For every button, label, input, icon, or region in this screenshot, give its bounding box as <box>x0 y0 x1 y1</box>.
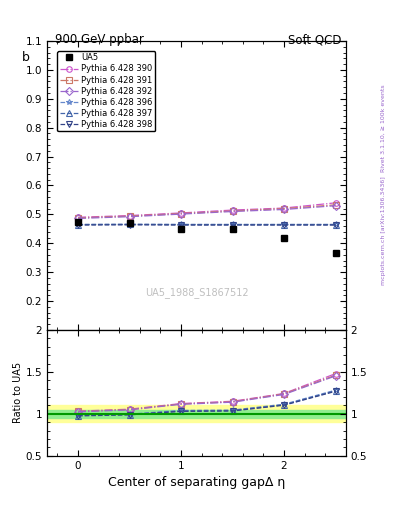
Legend: UA5, Pythia 6.428 390, Pythia 6.428 391, Pythia 6.428 392, Pythia 6.428 396, Pyt: UA5, Pythia 6.428 390, Pythia 6.428 391,… <box>57 51 155 132</box>
Line: Pythia 6.428 392: Pythia 6.428 392 <box>75 203 338 221</box>
Pythia 6.428 397 <box>76 221 81 227</box>
Pythia 6.428 396 <box>179 221 184 227</box>
Pythia 6.428 391 <box>127 213 132 219</box>
Pythia 6.428 391 <box>179 210 184 217</box>
Text: mcplots.cern.ch [arXiv:1306.3436]: mcplots.cern.ch [arXiv:1306.3436] <box>381 176 386 285</box>
Pythia 6.428 390 <box>333 200 338 206</box>
Pythia 6.428 396 <box>282 221 286 227</box>
Y-axis label: Ratio to UA5: Ratio to UA5 <box>13 362 23 423</box>
UA5 <box>333 250 338 257</box>
UA5 <box>282 234 286 241</box>
Text: Rivet 3.1.10, ≥ 100k events: Rivet 3.1.10, ≥ 100k events <box>381 84 386 172</box>
Pythia 6.428 390 <box>76 214 81 220</box>
Pythia 6.428 391 <box>230 208 235 214</box>
X-axis label: Center of separating gapΔ η: Center of separating gapΔ η <box>108 476 285 489</box>
Pythia 6.428 392 <box>230 208 235 215</box>
Pythia 6.428 392 <box>179 211 184 217</box>
UA5 <box>230 226 235 232</box>
Pythia 6.428 397 <box>127 221 132 227</box>
Text: Soft QCD: Soft QCD <box>288 33 342 46</box>
Pythia 6.428 392 <box>76 216 81 222</box>
Pythia 6.428 392 <box>127 214 132 220</box>
Pythia 6.428 398 <box>282 222 286 228</box>
Bar <box>47 406 346 422</box>
Pythia 6.428 396 <box>127 221 132 227</box>
UA5 <box>127 220 132 226</box>
Pythia 6.428 390 <box>127 212 132 219</box>
Pythia 6.428 397 <box>179 221 184 227</box>
Pythia 6.428 392 <box>282 206 286 212</box>
Bar <box>47 410 346 418</box>
Line: UA5: UA5 <box>75 218 339 257</box>
Line: Pythia 6.428 391: Pythia 6.428 391 <box>75 202 338 221</box>
Line: Pythia 6.428 396: Pythia 6.428 396 <box>75 221 338 226</box>
Pythia 6.428 391 <box>282 205 286 211</box>
Pythia 6.428 391 <box>76 215 81 221</box>
Pythia 6.428 398 <box>127 222 132 228</box>
Pythia 6.428 396 <box>230 221 235 227</box>
Pythia 6.428 398 <box>230 222 235 228</box>
Line: Pythia 6.428 397: Pythia 6.428 397 <box>75 221 338 227</box>
UA5 <box>76 219 81 225</box>
Pythia 6.428 392 <box>333 203 338 209</box>
Pythia 6.428 390 <box>179 210 184 216</box>
Pythia 6.428 397 <box>230 221 235 227</box>
Text: UA5_1988_S1867512: UA5_1988_S1867512 <box>145 287 248 298</box>
Y-axis label: b: b <box>22 51 30 64</box>
Pythia 6.428 391 <box>333 202 338 208</box>
Pythia 6.428 397 <box>282 221 286 227</box>
UA5 <box>179 226 184 232</box>
Pythia 6.428 396 <box>333 221 338 227</box>
Pythia 6.428 398 <box>333 222 338 228</box>
Pythia 6.428 398 <box>179 222 184 228</box>
Pythia 6.428 390 <box>282 205 286 211</box>
Pythia 6.428 397 <box>333 221 338 227</box>
Text: 900 GeV ppbar: 900 GeV ppbar <box>55 33 144 46</box>
Pythia 6.428 396 <box>76 221 81 227</box>
Pythia 6.428 398 <box>76 222 81 228</box>
Line: Pythia 6.428 390: Pythia 6.428 390 <box>75 200 338 220</box>
Pythia 6.428 390 <box>230 207 235 213</box>
Line: Pythia 6.428 398: Pythia 6.428 398 <box>75 222 338 228</box>
